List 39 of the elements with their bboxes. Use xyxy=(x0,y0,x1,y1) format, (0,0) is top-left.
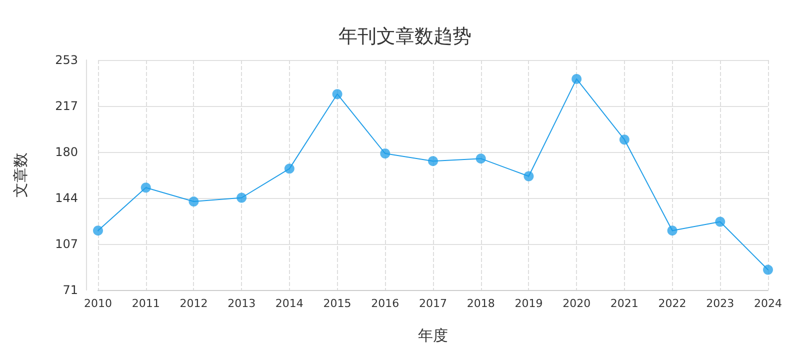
point xyxy=(476,154,486,164)
point xyxy=(619,134,630,145)
x-tick-label: 2022 xyxy=(658,297,686,310)
x-tick-label: 2012 xyxy=(180,297,208,310)
x-tick-label: 2021 xyxy=(610,297,638,310)
x-tick-label: 2013 xyxy=(228,297,256,310)
point xyxy=(188,196,199,207)
y-tick-label: 144 xyxy=(55,191,78,205)
point xyxy=(715,216,726,227)
point xyxy=(284,164,294,174)
x-tick-label: 2016 xyxy=(371,297,400,310)
point xyxy=(524,171,534,182)
point xyxy=(380,148,390,159)
point xyxy=(763,264,773,275)
y-tick-label: 107 xyxy=(55,237,78,251)
x-tick-label: 2019 xyxy=(514,297,543,310)
point xyxy=(667,226,678,236)
x-tick-label: 2014 xyxy=(275,297,304,310)
x-tick-label: 2020 xyxy=(562,297,591,310)
point xyxy=(332,89,342,100)
x-tick-label: 2018 xyxy=(466,297,495,310)
x-tick-label: 2010 xyxy=(84,297,112,310)
x-tick-label: 2017 xyxy=(419,297,447,310)
point xyxy=(140,182,151,193)
point xyxy=(572,74,582,84)
y-tick-label: 71 xyxy=(62,283,78,297)
point xyxy=(236,192,247,203)
y-tick-label: 180 xyxy=(55,145,78,159)
x-tick-label: 2023 xyxy=(706,297,734,310)
x-tick-label: 2011 xyxy=(132,297,160,310)
y-tick-label: 253 xyxy=(55,53,78,67)
y-tick-label: 217 xyxy=(55,99,78,113)
y-axis-title: 文章数 xyxy=(12,152,30,198)
x-tick-label: 2024 xyxy=(754,297,782,310)
point xyxy=(93,226,103,236)
x-axis-title: 年度 xyxy=(418,326,448,344)
point xyxy=(428,156,438,166)
chart-title: 年刊文章数趋势 xyxy=(338,26,472,48)
x-tick-label: 2015 xyxy=(323,297,352,310)
